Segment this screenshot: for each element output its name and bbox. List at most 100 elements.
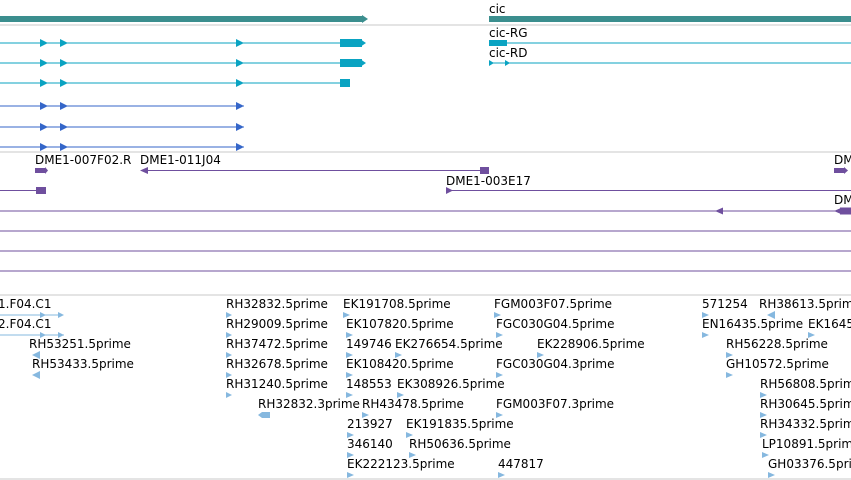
clone-feature[interactable]	[35, 167, 48, 174]
est-feature[interactable]	[494, 312, 501, 318]
est-label: EN16435.5prime	[702, 317, 803, 331]
transcript-label-cic-rd: cic-RD	[489, 46, 527, 60]
clone-feature[interactable]	[446, 187, 851, 194]
est-label: RH31240.5prime	[226, 377, 328, 391]
est-label: RH32832.3prime	[258, 397, 360, 411]
est-feature[interactable]	[496, 412, 503, 418]
est-feature[interactable]	[498, 472, 505, 478]
est-label: RH53251.5prime	[29, 337, 131, 351]
est-feature[interactable]	[258, 412, 270, 418]
est-feature[interactable]	[760, 412, 767, 418]
est-feature[interactable]	[760, 392, 767, 398]
transcript-row[interactable]	[0, 39, 366, 47]
clone-label: DME1-011J04	[140, 153, 221, 167]
transcript-label-cic-rg: cic-RG	[489, 26, 528, 40]
est-label: RH43478.5prime	[362, 397, 464, 411]
est-label: GH03376.5prime	[768, 457, 851, 471]
transcript-cic-rg[interactable]	[489, 40, 851, 46]
est-label: 1.F04.C1	[0, 297, 51, 311]
est-feature[interactable]	[726, 352, 733, 358]
est-feature[interactable]	[32, 351, 40, 359]
est-feature[interactable]	[346, 332, 353, 338]
gene-bar-cic[interactable]	[489, 16, 851, 22]
est-label: FGM003F07.3prime	[496, 397, 614, 411]
clone-feature[interactable]	[0, 187, 46, 194]
est-label: 571254	[702, 297, 748, 311]
est-label: EK191835.5prime	[406, 417, 514, 431]
est-label: RH32678.5prime	[226, 357, 328, 371]
transcript-cic-rd[interactable]	[489, 60, 851, 66]
est-feature[interactable]	[768, 472, 775, 478]
est-feature[interactable]	[347, 472, 354, 478]
est-label: RH38613.5prime	[759, 297, 851, 311]
est-feature[interactable]	[347, 432, 354, 438]
est-feature[interactable]	[397, 392, 404, 398]
est-label: 447817	[498, 457, 544, 471]
transcript-row[interactable]	[0, 79, 350, 87]
est-feature[interactable]	[226, 332, 232, 338]
est-feature[interactable]	[808, 332, 815, 338]
clone-feature[interactable]	[834, 167, 848, 174]
clone-feature[interactable]	[140, 167, 489, 174]
est-label: LP10891.5prime	[762, 437, 851, 451]
est-label: EK108420.5prime	[346, 357, 454, 371]
est-label: GH10572.5prime	[726, 357, 829, 371]
est-label: EK308926.5prime	[397, 377, 505, 391]
est-feature[interactable]	[0, 332, 64, 338]
est-feature[interactable]	[726, 372, 733, 378]
est-feature[interactable]	[0, 312, 64, 318]
est-feature[interactable]	[762, 452, 769, 458]
est-label: 149746	[346, 337, 392, 351]
est-label: EK222123.5prime	[347, 457, 455, 471]
est-label: RH30645.5prime	[760, 397, 851, 411]
transcript-row[interactable]	[0, 102, 244, 110]
transcript-row[interactable]	[0, 59, 366, 67]
est-feature[interactable]	[226, 392, 232, 398]
est-label: RH50636.5prime	[409, 437, 511, 451]
clone-feature[interactable]	[0, 207, 851, 215]
est-feature[interactable]	[537, 352, 544, 358]
est-feature[interactable]	[226, 372, 232, 378]
clone-track: DME1-007F02.R DME1-011J04 DME1-003E17 DM…	[0, 153, 851, 296]
est-feature[interactable]	[362, 412, 369, 418]
est-feature[interactable]	[760, 432, 767, 438]
est-label: 2.F04.C1	[0, 317, 51, 331]
est-label: EK191708.5prime	[343, 297, 451, 311]
est-feature[interactable]	[347, 452, 354, 458]
gene-track: cic	[0, 2, 851, 26]
est-feature[interactable]	[409, 452, 416, 458]
est-label: EK228906.5prime	[537, 337, 645, 351]
est-feature[interactable]	[395, 352, 402, 358]
est-feature[interactable]	[226, 312, 232, 318]
est-label: RH34332.5prime	[760, 417, 851, 431]
est-label: 213927	[347, 417, 393, 431]
est-feature[interactable]	[226, 352, 232, 358]
est-label: FGC030G04.5prime	[496, 317, 614, 331]
est-label: FGC030G04.3prime	[496, 357, 614, 371]
est-track: 1.F04.C1 2.F04.C1 RH53251.5prime RH53433…	[0, 297, 851, 480]
est-feature[interactable]	[496, 332, 503, 338]
est-label: EK1645	[808, 317, 851, 331]
gene-bar-left[interactable]	[0, 15, 368, 23]
est-feature[interactable]	[702, 332, 709, 338]
est-label: RH53433.5prime	[32, 357, 134, 371]
est-label: RH56808.5prime	[760, 377, 851, 391]
est-feature[interactable]	[346, 392, 353, 398]
est-feature[interactable]	[406, 432, 413, 438]
est-label: FGM003F07.5prime	[494, 297, 612, 311]
est-label: EK107820.5prime	[346, 317, 454, 331]
est-feature[interactable]	[767, 311, 775, 319]
transcript-row[interactable]	[0, 143, 244, 151]
est-feature[interactable]	[346, 352, 353, 358]
est-label: RH32832.5prime	[226, 297, 328, 311]
est-feature[interactable]	[702, 312, 709, 318]
gene-label-cic: cic	[489, 2, 506, 16]
est-label: RH29009.5prime	[226, 317, 328, 331]
transcript-row[interactable]	[0, 123, 244, 131]
est-feature[interactable]	[343, 312, 350, 318]
est-feature[interactable]	[32, 371, 40, 379]
est-feature[interactable]	[496, 372, 503, 378]
est-feature[interactable]	[346, 372, 353, 378]
